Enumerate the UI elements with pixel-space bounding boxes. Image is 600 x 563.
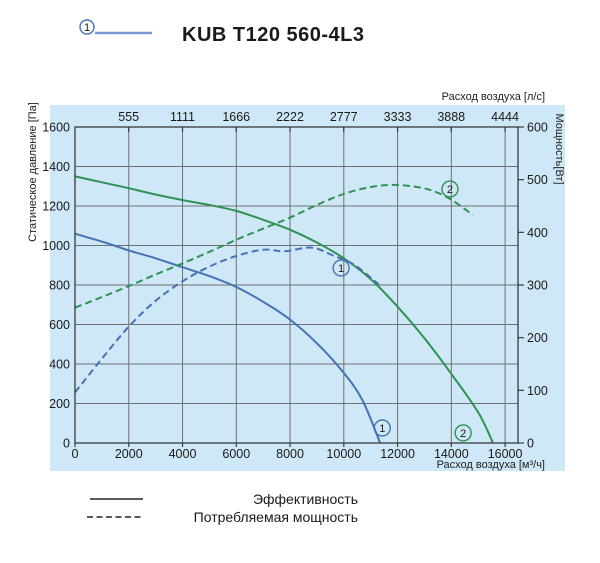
legend-label-efficiency: Эффективность [253,491,358,507]
svg-text:3888: 3888 [437,110,465,124]
curve-dashed-green [74,183,474,309]
svg-text:6000: 6000 [222,447,250,461]
gridlines [74,126,518,444]
svg-text:100: 100 [527,384,548,398]
curves [74,175,494,444]
tick-labels: 0 2000 4000 6000 8000 10000 12000 14000 16000020… [42,110,548,461]
curve-solid-blue [74,232,382,444]
title-marker-number: 1 [84,22,90,34]
curve-marker-number: 1 [338,263,344,275]
curve-marker-number: 2 [460,428,466,440]
title-curve-marker-icon [79,19,95,35]
legend: Эффективность Потребляемая мощность [87,491,358,525]
svg-text:500: 500 [527,173,548,187]
svg-text:1111: 1111 [170,110,195,124]
svg-text:3333: 3333 [384,110,412,124]
svg-text:1600: 1600 [42,121,70,135]
curve-number-markers: 1 2 1 2 [332,180,472,442]
svg-text:555: 555 [118,110,139,124]
svg-text:14000: 14000 [434,447,469,461]
bottom-axis-title: Расход воздуха [м³/ч] [437,459,545,471]
svg-text:400: 400 [527,226,548,240]
svg-text:2000: 2000 [115,447,143,461]
curve-marker-icon [332,259,350,277]
svg-text:300: 300 [527,279,548,293]
svg-text:800: 800 [49,279,70,293]
svg-text:2222: 2222 [276,110,304,124]
svg-text:0: 0 [72,447,79,461]
svg-text:200: 200 [49,397,70,411]
svg-text:0: 0 [527,437,534,451]
svg-text:200: 200 [527,331,548,345]
svg-text:1000: 1000 [42,239,70,253]
curve-marker-number: 1 [379,423,385,435]
svg-text:1400: 1400 [42,160,70,174]
chart-title-group: 1 KUB T120 560-4L3 [79,19,365,46]
curve-marker-icon [441,180,459,198]
right-axis-title: Мощность[Вт] [553,113,565,184]
svg-text:600: 600 [49,318,70,332]
svg-text:2777: 2777 [330,110,358,124]
svg-text:1200: 1200 [42,200,70,214]
svg-text:4000: 4000 [169,447,197,461]
curve-marker-number: 2 [447,184,453,196]
svg-text:10000: 10000 [326,447,361,461]
curve-solid-green [74,175,494,444]
svg-text:600: 600 [527,121,548,135]
svg-text:1666: 1666 [222,110,250,124]
svg-text:8000: 8000 [276,447,304,461]
page-title: KUB T120 560-4L3 [182,24,365,46]
curve-marker-icon [373,419,391,437]
left-axis-title: Статическое давление [Па] [27,102,39,242]
svg-text:400: 400 [49,358,70,372]
svg-text:12000: 12000 [380,447,415,461]
legend-label-power: Потребляемая мощность [194,509,358,525]
curve-marker-icon [454,424,472,442]
plot-background [50,105,565,471]
top-axis-title: Расход воздуха [л/с] [442,91,545,103]
svg-text:0: 0 [63,437,70,451]
svg-text:4444: 4444 [491,110,519,124]
curve-dashed-blue [74,246,380,394]
svg-text:16000: 16000 [488,447,523,461]
